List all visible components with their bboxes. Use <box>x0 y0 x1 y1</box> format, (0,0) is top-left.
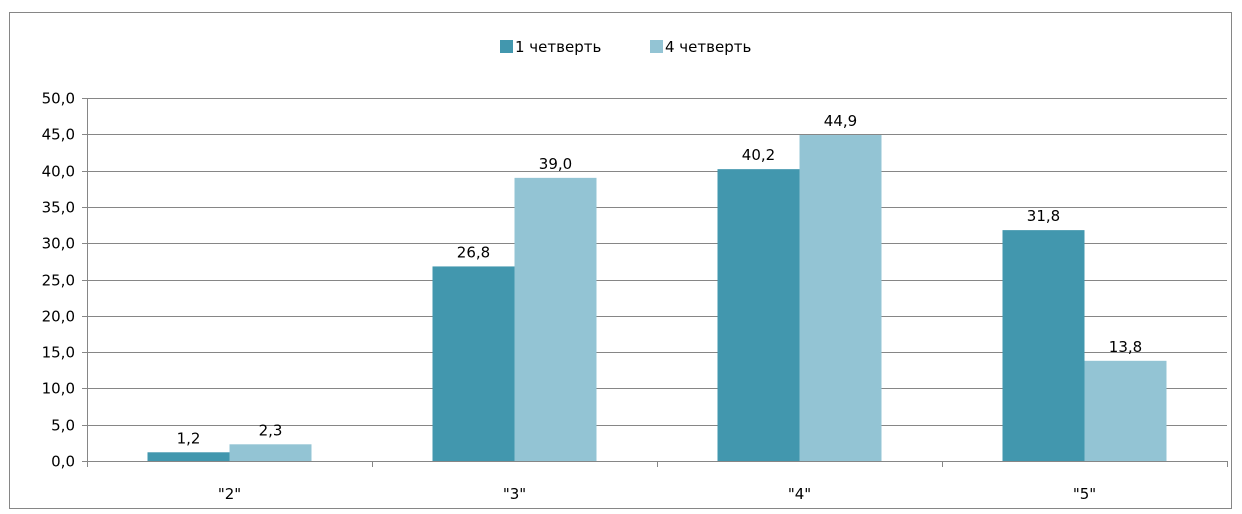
y-tick-label: 40,0 <box>42 163 75 181</box>
y-tick-label: 45,0 <box>42 126 75 144</box>
bar <box>717 169 800 461</box>
legend-label: 4 четверть <box>665 38 751 56</box>
bar <box>1002 230 1085 461</box>
y-tick-label: 30,0 <box>42 235 75 253</box>
x-tick-label: "3" <box>503 485 526 503</box>
y-tick-label: 15,0 <box>42 344 75 362</box>
data-label: 40,2 <box>742 146 775 164</box>
bar <box>514 177 597 462</box>
data-label: 26,8 <box>457 243 490 261</box>
y-tick-label: 50,0 <box>42 90 75 108</box>
y-tick-label: 10,0 <box>42 380 75 398</box>
data-label: 1,2 <box>177 429 201 447</box>
bar <box>147 452 230 461</box>
x-tick-label: "5" <box>1073 485 1096 503</box>
data-label: 39,0 <box>539 155 572 173</box>
data-label: 13,8 <box>1109 338 1142 356</box>
bar <box>799 135 882 461</box>
y-tick-label: 25,0 <box>42 272 75 290</box>
bar <box>432 266 515 461</box>
x-tick-label: "2" <box>218 485 241 503</box>
y-tick-label: 5,0 <box>51 417 75 435</box>
legend-swatch <box>500 40 513 53</box>
legend-label: 1 четверть <box>515 38 601 56</box>
data-label: 44,9 <box>824 112 857 130</box>
bar <box>229 444 312 461</box>
legend-swatch <box>650 40 663 53</box>
data-label: 31,8 <box>1027 207 1060 225</box>
y-tick-label: 0,0 <box>51 453 75 471</box>
y-tick-label: 20,0 <box>42 308 75 326</box>
x-tick-label: "4" <box>788 485 811 503</box>
y-tick-label: 35,0 <box>42 199 75 217</box>
bar <box>1084 360 1167 461</box>
data-label: 2,3 <box>259 421 283 439</box>
